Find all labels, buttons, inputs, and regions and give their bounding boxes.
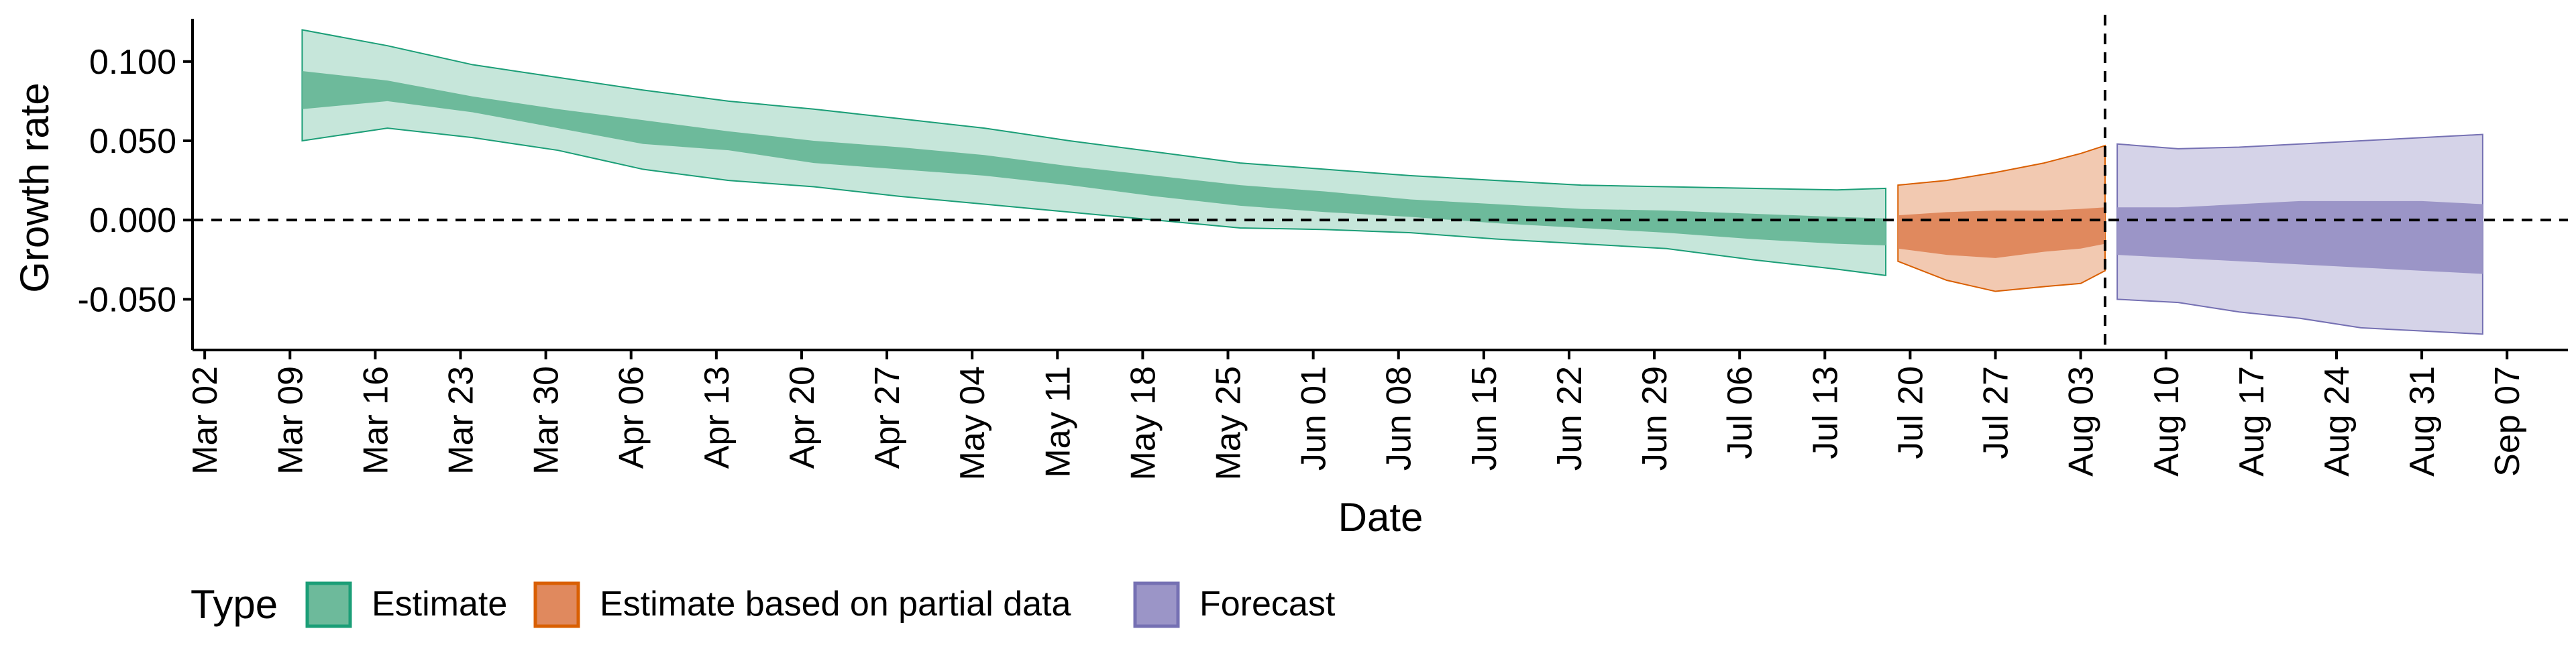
- x-tick-label: Mar 30: [527, 366, 566, 475]
- x-tick-label: Aug 17: [2233, 366, 2271, 477]
- series-0-outer-band: [301, 29, 1887, 277]
- x-tick-label: Apr 27: [868, 366, 907, 469]
- x-tick-label: Jun 08: [1380, 366, 1419, 471]
- reference-lines: [193, 15, 2568, 350]
- x-tick-label: Apr 20: [783, 366, 822, 469]
- legend: Type Estimate Estimate based on partial d…: [191, 581, 1336, 628]
- axes: -0.050 0.000 0.050 0.100 Mar 02 Mar 09 Mar 16…: [78, 19, 2568, 481]
- x-tick-label: May 18: [1124, 366, 1163, 481]
- series-0-inner-band: [302, 71, 1886, 245]
- x-tick-label: Jul 27: [1977, 366, 2016, 459]
- x-tick-label: Apr 13: [698, 366, 737, 469]
- legend-label-1: Estimate based on partial data: [600, 585, 1071, 624]
- y-axis-ticks: -0.050 0.000 0.050 0.100: [78, 43, 193, 319]
- x-tick-label: Apr 06: [612, 366, 651, 469]
- x-tick-label: Jun 29: [1635, 366, 1674, 471]
- x-tick-label: May 04: [953, 366, 992, 481]
- legend-label-0: Estimate: [372, 585, 507, 624]
- x-tick-label: Mar 16: [356, 366, 395, 475]
- x-tick-label: Mar 09: [271, 366, 310, 475]
- y-tick-label: 0.050: [89, 122, 176, 161]
- x-tick-label: Jul 20: [1891, 366, 1930, 459]
- x-tick-label: Mar 02: [186, 366, 225, 475]
- legend-items: Estimate Estimate based on partial data Fo…: [305, 581, 1336, 628]
- x-tick-label: Aug 24: [2318, 366, 2357, 477]
- x-tick-label: Aug 10: [2147, 366, 2186, 477]
- x-tick-label: Jun 22: [1550, 366, 1589, 471]
- x-tick-label: May 25: [1210, 366, 1248, 481]
- legend-title: Type: [191, 582, 278, 627]
- x-tick-label: Aug 31: [2403, 366, 2442, 477]
- x-axis-title: Date: [1338, 495, 1424, 540]
- y-axis-title: Growth rate: [12, 82, 57, 292]
- legend-key-2: [1133, 581, 1180, 628]
- y-tick-label: 0.100: [89, 43, 176, 82]
- legend-key-1: [533, 581, 580, 628]
- x-axis-ticks: Mar 02 Mar 09 Mar 16 Mar 23 Mar 30 Apr 06 Apr …: [186, 350, 2527, 481]
- x-tick-label: Jun 01: [1295, 366, 1334, 471]
- bands-layer: [301, 29, 2483, 335]
- y-tick-label: -0.050: [78, 280, 176, 319]
- legend-label-2: Forecast: [1199, 585, 1336, 624]
- x-tick-label: Jun 15: [1465, 366, 1504, 471]
- x-tick-label: May 11: [1038, 366, 1077, 478]
- x-tick-label: Jul 13: [1806, 366, 1845, 459]
- x-tick-label: Aug 03: [2062, 366, 2101, 477]
- y-tick-label: 0.000: [89, 201, 176, 240]
- x-tick-label: Mar 23: [441, 366, 480, 475]
- x-tick-label: Sep 07: [2488, 366, 2527, 477]
- legend-key-0: [305, 581, 352, 628]
- x-tick-label: Jul 06: [1721, 366, 1760, 459]
